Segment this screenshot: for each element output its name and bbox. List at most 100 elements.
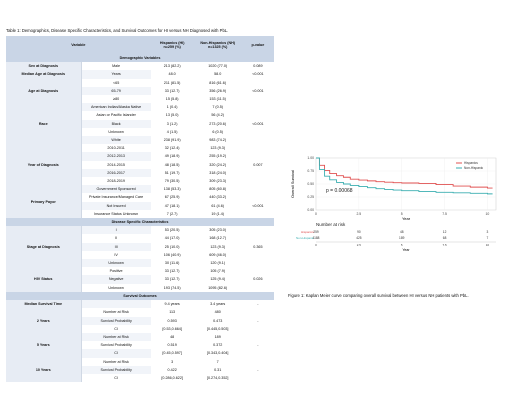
table-row: Survival Probability 0.519 0.372 - (6, 341, 274, 349)
risk-value: 189 (399, 236, 405, 240)
nonhispanic-cell: 168 (12.7) (209, 236, 227, 241)
pvalue-cell: - (257, 343, 259, 348)
pvalue-cell (242, 185, 274, 193)
table-row: Stage at Diagnosis I 53 (20.5) 305 (23.0) (6, 226, 274, 268)
header-col-3: p-value (241, 36, 274, 54)
pvalue-cell (242, 210, 274, 218)
table-row: CI [0.45,0.597] [0.343,0.404] (6, 349, 274, 358)
table-row: 2012-2013 49 (18.9) 255 (19.2) (6, 152, 274, 161)
table-row: Year of Diagnosis 2010-2011 32 (12.4) 123 (… (6, 144, 274, 186)
category-cell: <65 (112, 80, 120, 85)
nonhispanic-cell: 0.473 (213, 318, 223, 323)
table-row: II 44 (17.0) 168 (12.7) (6, 234, 274, 242)
pvalue-cell (242, 226, 274, 234)
pvalue-cell (242, 152, 274, 160)
pvalue-cell: 0.089 (253, 64, 263, 69)
hispanic-cell: 48 (18.5) (164, 162, 180, 167)
table-row: CI [0.286,0.622] [0.274,0.352] (6, 374, 274, 382)
hispanic-cell: [0.45,0.597] (162, 351, 182, 356)
pvalue-cell (242, 349, 274, 357)
nonhispanic-cell: 983 (74.2) (209, 138, 227, 143)
group-label: 5 Years (6, 332, 82, 358)
hispanic-cell: [0.286,0.622] (161, 375, 183, 380)
nonhispanic-cell: 805 (60.8) (209, 187, 227, 192)
pvalue-annotation: p = 0.00068 (326, 188, 353, 194)
hispanic-cell: 7 (2.7) (166, 211, 178, 216)
hispanic-cell: 193 (74.5) (163, 285, 181, 290)
group-label: Primary Payor (6, 185, 82, 219)
nonhispanic-cell: 273 (20.6) (209, 121, 227, 126)
table-row: Primary Payor Government Sponsored 138 (53… (6, 185, 274, 219)
category-cell: Number at Risk (81, 332, 151, 342)
risk-row-label: Non-Hispanic (296, 236, 315, 240)
hispanic-cell: 33 (12.7) (164, 269, 180, 274)
table-row: Asian or Pacific Islander 13 (5.0) 56 (4.2… (6, 111, 274, 119)
pvalue-cell (242, 308, 274, 316)
pvalue-cell (242, 374, 274, 382)
pvalue-cell: <0.001 (252, 121, 264, 126)
nonhispanic-cell: 3.4 years (210, 302, 226, 307)
category-cell: 2014-2015 (107, 162, 125, 167)
pvalue-cell (242, 251, 274, 259)
group-label: Median Age at Diagnosis (6, 70, 82, 79)
table-row: 65-79 33 (12.7) 356 (26.9) <0.001 (6, 86, 274, 96)
pvalue-cell (242, 193, 274, 201)
x-tick-label: 10 (486, 212, 490, 216)
category-cell: Number at Risk (103, 310, 129, 315)
category-cell: ≥80 (113, 97, 120, 102)
category-cell: Negative (81, 275, 151, 284)
hispanic-cell: 15 (5.8) (165, 97, 179, 102)
group-label: Median Survival Time (6, 300, 82, 309)
hispanic-cell: 79 (30.5) (164, 179, 180, 184)
table-row: Unknown 30 (11.6) 120 (9.1) (6, 259, 274, 268)
hispanic-cell: 33 (12.7) (164, 88, 180, 93)
nonhispanic-cell: 7 (0.5) (212, 105, 224, 110)
category-cell: Unknown (108, 285, 124, 290)
hispanic-cell: 238 (91.9) (163, 138, 181, 143)
hispanic-cell: 3 (1.2) (166, 121, 178, 126)
pvalue-cell (242, 144, 274, 152)
category-cell: 2016-2017 (81, 168, 151, 178)
nonhispanic-cell: 0.372 (213, 343, 223, 348)
pvalue-cell (242, 333, 274, 341)
nonhispanic-cell: 61 (4.6) (211, 203, 225, 208)
nonhispanic-cell: 255 (19.2) (209, 154, 227, 159)
section-title: Survival Outcomes (6, 291, 274, 301)
category-cell: 2018-2019 (107, 179, 125, 184)
group-label: Year of Diagnosis (6, 144, 82, 186)
category-cell: White (81, 136, 151, 145)
nonhispanic-cell: 56 (4.2) (211, 113, 225, 118)
nonhispanic-cell: 189 (214, 334, 221, 339)
category-cell: Survival Probability (81, 365, 151, 374)
category-cell: CI (114, 375, 118, 380)
table-row: Race American Indian/Alaska Native 1 (0.4)… (6, 103, 274, 145)
table-row: Age at Diagnosis <65 211 (81.5) 816 (61.6) (6, 78, 274, 104)
legend-label: Hispanics (464, 161, 478, 165)
pvalue-cell (242, 128, 274, 136)
nonhispanic-cell: 0.31 (214, 367, 222, 372)
nonhispanic-cell: 7 (216, 359, 219, 364)
hispanic-cell: 13 (5.0) (165, 113, 179, 118)
y-tick-label: 1.00 (307, 156, 314, 160)
hispanic-cell: 53 (20.5) (164, 228, 180, 233)
table-row: ≥80 15 (5.8) 153 (11.5) (6, 95, 274, 103)
table-row: Black 3 (1.2) 273 (20.6) <0.001 (6, 119, 274, 128)
nonhispanic-cell: 120 (9.1) (210, 261, 226, 266)
hispanic-cell: 32 (12.4) (164, 146, 180, 151)
pvalue-cell (242, 325, 274, 333)
pvalue-cell: <0.001 (252, 72, 264, 77)
pvalue-cell: - (257, 318, 259, 323)
pvalue-cell (242, 267, 274, 275)
hispanic-cell: 48.0 (168, 72, 176, 77)
risk-value: 68 (443, 236, 447, 240)
category-cell: CI (114, 326, 118, 331)
table-row: Median Age at Diagnosis Years 48.0 58.0 <0.0… (6, 70, 274, 79)
risk-x-tick: 0 (315, 243, 317, 247)
risk-value: 7 (487, 236, 489, 240)
nonhispanic-cell: 1095 (82.6) (208, 285, 228, 290)
x-axis-label: Year (402, 216, 411, 221)
pvalue-cell: 0.365 (253, 244, 263, 249)
hispanic-cell: 49 (18.9) (164, 154, 180, 159)
group-label: Sex at Diagnosis (6, 62, 82, 71)
nonhispanic-cell: [0.274,0.352] (206, 375, 229, 380)
